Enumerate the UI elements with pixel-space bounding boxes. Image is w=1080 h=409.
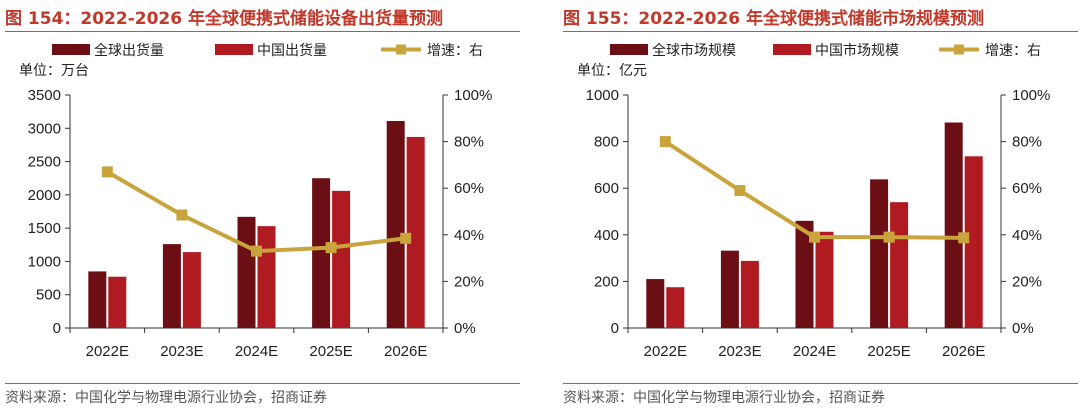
legend-label: 全球市场规模 [652, 42, 736, 59]
bar-global [944, 122, 963, 328]
y-tick-label-left: 1500 [28, 220, 61, 237]
legend-swatch [773, 44, 811, 55]
bar-global [312, 178, 331, 328]
y-tick-label-right: 80% [454, 134, 484, 151]
bar-china [964, 156, 983, 328]
y-tick-label-left: 600 [594, 180, 619, 197]
y-tick-label-right: 20% [1012, 273, 1042, 290]
growth-point [101, 166, 113, 178]
legend-swatch [215, 44, 253, 55]
y-tick-label-right: 60% [1012, 180, 1042, 197]
bar-china [108, 276, 127, 328]
unit-label: 单位：亿元 [577, 63, 647, 79]
bar-china [666, 287, 685, 328]
bar-china [332, 190, 351, 328]
y-tick-label-right: 80% [1012, 134, 1042, 151]
y-tick-label-left: 400 [594, 227, 619, 244]
chart-panel-shipments: 图 154：2022-2026 年全球便携式储能设备出货量预测 全球出货量 中国出… [5, 0, 520, 409]
growth-point [659, 136, 671, 148]
figure-title: 图 154：2022-2026 年全球便携式储能设备出货量预测 [5, 9, 444, 29]
growth-point [325, 242, 337, 254]
x-tick-label: 2026E [942, 343, 985, 360]
y-tick-label-left: 800 [594, 134, 619, 151]
growth-point [809, 231, 820, 243]
bar-global [162, 244, 181, 328]
bar-global [720, 250, 739, 328]
bar-china [815, 231, 834, 328]
y-tick-label-left: 3000 [28, 120, 61, 137]
legend-label: 中国市场规模 [815, 42, 899, 59]
y-tick-label-right: 40% [1012, 227, 1042, 244]
x-tick-label: 2025E [867, 343, 910, 360]
bar-china [406, 136, 425, 328]
x-tick-label: 2023E [160, 343, 203, 360]
x-tick-label: 2024E [235, 343, 278, 360]
source-note: 资料来源：中国化学与物理电源行业协会，招商证券 [563, 390, 885, 406]
growth-point [251, 245, 262, 257]
growth-point [400, 232, 412, 244]
bar-china [740, 260, 759, 328]
bar-china [182, 252, 201, 328]
bar-china [890, 202, 909, 328]
legend-label: 中国出货量 [257, 42, 327, 59]
y-tick-label-right: 40% [454, 227, 484, 244]
x-tick-label: 2025E [309, 343, 352, 360]
chart-panel-market-size: 图 155：2022-2026 年全球便携式储能市场规模预测 全球市场规模 中国市… [563, 0, 1078, 409]
y-tick-label-left: 200 [594, 273, 619, 290]
y-tick-label-left: 0 [611, 320, 619, 337]
y-tick-label-left: 1000 [586, 87, 619, 104]
y-tick-label-left: 500 [36, 287, 61, 304]
legend-label: 增速：右 [985, 43, 1041, 59]
source-note: 资料来源：中国化学与物理电源行业协会，招商证券 [5, 390, 327, 406]
bar-global [88, 271, 107, 328]
y-tick-label-left: 1000 [28, 253, 61, 270]
bar-china [257, 226, 276, 328]
y-tick-label-right: 100% [454, 87, 492, 104]
legend-marker [396, 44, 406, 55]
market-size-chart: 全球市场规模 中国市场规模 增速：右单位：亿元 0 200 400 600 800 1000 0%… [577, 42, 1050, 360]
legend-swatch [52, 44, 90, 55]
legend-swatch [610, 44, 648, 55]
source-divider [563, 383, 1078, 384]
title-divider [563, 31, 1078, 32]
y-tick-label-right: 60% [454, 180, 484, 197]
y-tick-label-right: 100% [1012, 87, 1050, 104]
growth-point [958, 232, 970, 244]
x-tick-label: 2026E [384, 343, 427, 360]
growth-point [883, 231, 895, 243]
growth-line [106, 170, 406, 254]
growth-point [734, 185, 746, 197]
unit-label: 单位：万台 [19, 63, 89, 79]
x-tick-label: 2023E [718, 343, 761, 360]
growth-point [176, 209, 188, 221]
legend: 全球市场规模 中国市场规模 增速：右 [610, 42, 1041, 59]
x-tick-label: 2022E [644, 343, 687, 360]
y-tick-label-left: 3500 [28, 87, 61, 104]
y-tick-label-right: 0% [1012, 320, 1034, 337]
bar-global [646, 279, 665, 328]
y-tick-label-left: 2000 [28, 187, 61, 204]
source-divider [5, 383, 520, 384]
shipments-chart: 全球出货量 中国出货量 增速：右单位：万台 0 500 1000 1500 2000 2500 3… [19, 42, 492, 360]
bar-global [237, 216, 256, 328]
y-tick-label-left: 0 [53, 320, 61, 337]
growth-line [664, 139, 964, 240]
legend-label: 增速：右 [427, 43, 483, 59]
bar-global [795, 220, 814, 328]
bar-global [386, 120, 405, 328]
figure-title: 图 155：2022-2026 年全球便携式储能市场规模预测 [563, 9, 985, 29]
x-tick-label: 2022E [86, 343, 129, 360]
legend: 全球出货量 中国出货量 增速：右 [52, 42, 483, 59]
y-tick-label-right: 0% [454, 320, 476, 337]
bar-global [870, 179, 889, 328]
y-tick-label-left: 2500 [28, 154, 61, 171]
x-tick-label: 2024E [793, 343, 836, 360]
legend-marker [954, 44, 964, 55]
legend-label: 全球出货量 [94, 42, 164, 59]
y-tick-label-right: 20% [454, 273, 484, 290]
title-divider [5, 31, 520, 32]
